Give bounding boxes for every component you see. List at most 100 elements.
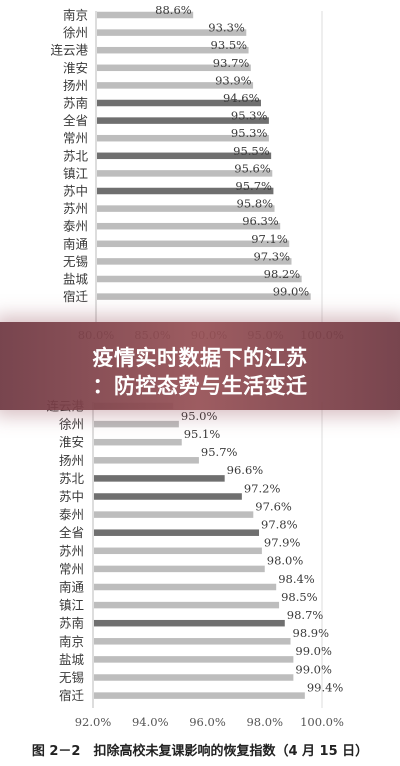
bar-无锡	[97, 258, 292, 265]
bar-淮安	[94, 438, 182, 446]
bar-泰州	[97, 222, 281, 230]
bar-宿迁	[97, 293, 311, 300]
category-label: 宿迁	[63, 289, 89, 304]
bar-南京	[97, 11, 194, 19]
category-label: 全省	[59, 525, 84, 540]
data-label: 95.3%	[231, 126, 268, 140]
category-label: 苏南	[59, 616, 84, 631]
data-label: 99.0%	[295, 662, 332, 676]
overlay-title-line1: 疫情实时数据下的江苏	[92, 346, 308, 370]
chart2-caption: 图 2－2 扣除高校未复课影响的恢复指数（4 月 15 日）	[31, 744, 369, 759]
data-label: 95.7%	[235, 179, 272, 193]
category-label: 苏中	[63, 184, 88, 199]
bar-扬州	[97, 82, 254, 89]
bar-泰州	[94, 511, 254, 518]
category-label: 连云港	[50, 43, 88, 58]
data-label: 93.5%	[211, 38, 248, 52]
category-label: 常州	[63, 131, 88, 146]
category-label: 淮安	[63, 60, 88, 75]
data-label: 98.7%	[287, 608, 324, 622]
data-label: 95.3%	[231, 109, 268, 123]
x-tick-label: 92.0%	[75, 715, 112, 729]
category-label: 南通	[63, 236, 89, 251]
category-label: 常州	[59, 561, 84, 576]
bar-徐州	[94, 420, 179, 428]
data-label: 97.8%	[261, 517, 298, 531]
bar-全省	[94, 529, 260, 536]
data-label: 95.8%	[237, 197, 274, 211]
category-label: 南京	[59, 634, 84, 649]
category-label: 苏中	[59, 489, 84, 504]
category-label: 镇江	[59, 598, 84, 613]
data-label: 95.1%	[184, 427, 221, 441]
data-label: 99.4%	[307, 680, 344, 694]
bar-盐城	[97, 275, 302, 283]
bar-无锡	[94, 674, 294, 681]
data-label: 95.0%	[181, 409, 218, 423]
overlay-title: 疫情实时数据下的江苏 ：防控态势与生活变迁	[0, 344, 400, 400]
bar-常州	[94, 565, 265, 573]
bar-苏南	[97, 99, 261, 107]
bar-苏州	[94, 547, 262, 555]
category-label: 苏州	[59, 543, 84, 558]
bar-全省	[97, 117, 269, 124]
category-label: 无锡	[63, 254, 88, 269]
category-label: 苏北	[59, 471, 85, 486]
category-label: 盐城	[63, 272, 89, 287]
bar-镇江	[97, 170, 273, 177]
bar-南京	[94, 638, 291, 645]
data-label: 88.6%	[155, 3, 192, 17]
data-label: 98.2%	[264, 267, 301, 281]
overlay-banner	[0, 322, 400, 410]
category-label: 宿迁	[59, 688, 85, 703]
data-label: 97.3%	[253, 249, 290, 263]
bar-苏南	[94, 619, 285, 627]
category-label: 无锡	[59, 670, 84, 685]
data-label: 97.6%	[255, 499, 292, 513]
data-label: 98.4%	[278, 572, 315, 586]
data-label: 94.6%	[223, 91, 260, 105]
category-label: 扬州	[63, 78, 88, 93]
bar-苏北	[97, 152, 272, 160]
data-label: 95.6%	[234, 161, 271, 175]
bar-徐州	[97, 29, 247, 36]
x-tick-label: 98.0%	[246, 715, 283, 729]
category-label: 苏州	[63, 201, 88, 216]
data-label: 96.3%	[242, 214, 279, 228]
bar-镇江	[94, 601, 280, 609]
category-label: 苏北	[63, 148, 89, 163]
data-label: 93.3%	[208, 21, 245, 35]
category-label: 盐城	[59, 652, 85, 667]
bar-宿迁	[94, 692, 305, 699]
bar-扬州	[94, 457, 199, 464]
bar-南通	[94, 583, 277, 591]
category-label: 淮安	[59, 435, 84, 450]
category-label: 扬州	[59, 453, 84, 468]
bar-苏中	[97, 187, 274, 195]
x-tick-label: 94.0%	[132, 715, 169, 729]
data-label: 98.0%	[267, 554, 304, 568]
category-label: 全省	[63, 113, 88, 128]
category-label: 泰州	[59, 507, 84, 522]
category-label: 苏南	[63, 96, 88, 111]
data-label: 99.0%	[295, 644, 332, 658]
category-label: 南通	[59, 580, 85, 595]
category-label: 镇江	[63, 166, 88, 181]
category-label: 徐州	[59, 417, 84, 432]
data-label: 95.7%	[201, 445, 238, 459]
data-label: 98.9%	[293, 626, 330, 640]
data-label: 93.9%	[215, 73, 252, 87]
bar-苏中	[94, 493, 242, 500]
data-label: 98.5%	[281, 590, 318, 604]
bar-苏州	[97, 205, 275, 212]
bar-连云港	[97, 46, 249, 54]
data-label: 96.6%	[227, 463, 264, 477]
x-tick-label: 96.0%	[189, 715, 226, 729]
data-label: 97.1%	[251, 232, 288, 246]
bar-淮安	[97, 64, 251, 72]
category-label: 徐州	[63, 25, 88, 40]
bar-苏北	[94, 475, 225, 482]
x-tick-label: 100.0%	[300, 715, 344, 729]
